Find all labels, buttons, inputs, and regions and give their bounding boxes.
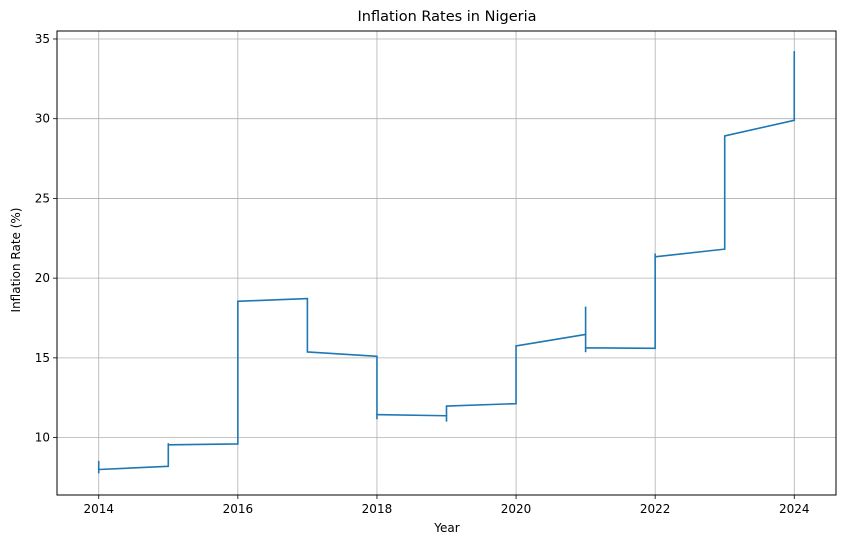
data-point [167,465,170,468]
data-point [515,345,517,347]
data-point [237,443,239,445]
x-tick-label: 2016 [223,502,254,516]
x-tick-label: 2022 [640,502,671,516]
data-point [654,253,656,256]
data-point [793,119,796,122]
data-point [97,471,100,474]
data-point [793,50,796,53]
data-point [654,347,656,350]
data-point [306,351,309,353]
y-tick-label: 30 [35,112,50,126]
x-tick-label: 2024 [779,502,810,516]
grid [57,31,836,495]
data-point [445,414,448,417]
x-tick-label: 2014 [83,502,114,516]
data-point [376,417,378,420]
data-point [445,420,448,422]
data-point [584,333,587,336]
data-point [97,460,100,463]
ticks: 2014 2016 2018 2020 2022 2024 10 15 20 25 30 35 [35,32,810,516]
y-tick-label: 25 [35,191,50,205]
y-tick-label: 15 [35,351,50,365]
plot-frame [56,30,837,496]
data-point [723,135,726,137]
x-axis-label: Year [433,521,459,535]
data-point [445,405,448,407]
data-point [97,468,100,471]
series-group [97,50,796,474]
inflation-series-line [97,51,796,473]
data-point [167,443,170,446]
data-point [584,347,587,349]
data-point [723,248,726,250]
y-tick-label: 10 [35,431,50,445]
x-tick-label: 2020 [501,502,532,516]
data-point [376,413,378,416]
x-tick-label: 2018 [362,502,393,516]
data-point [306,297,309,300]
chart-title: Inflation Rates in Nigeria [358,9,537,25]
data-point [584,306,587,309]
data-point [376,355,378,358]
data-point [654,255,656,258]
data-point [515,402,517,405]
data-point [237,300,239,303]
y-tick-label: 35 [35,32,50,46]
data-point [584,350,587,353]
y-axis-label: Inflation Rate (%) [9,208,23,313]
y-tick-label: 20 [35,271,50,285]
